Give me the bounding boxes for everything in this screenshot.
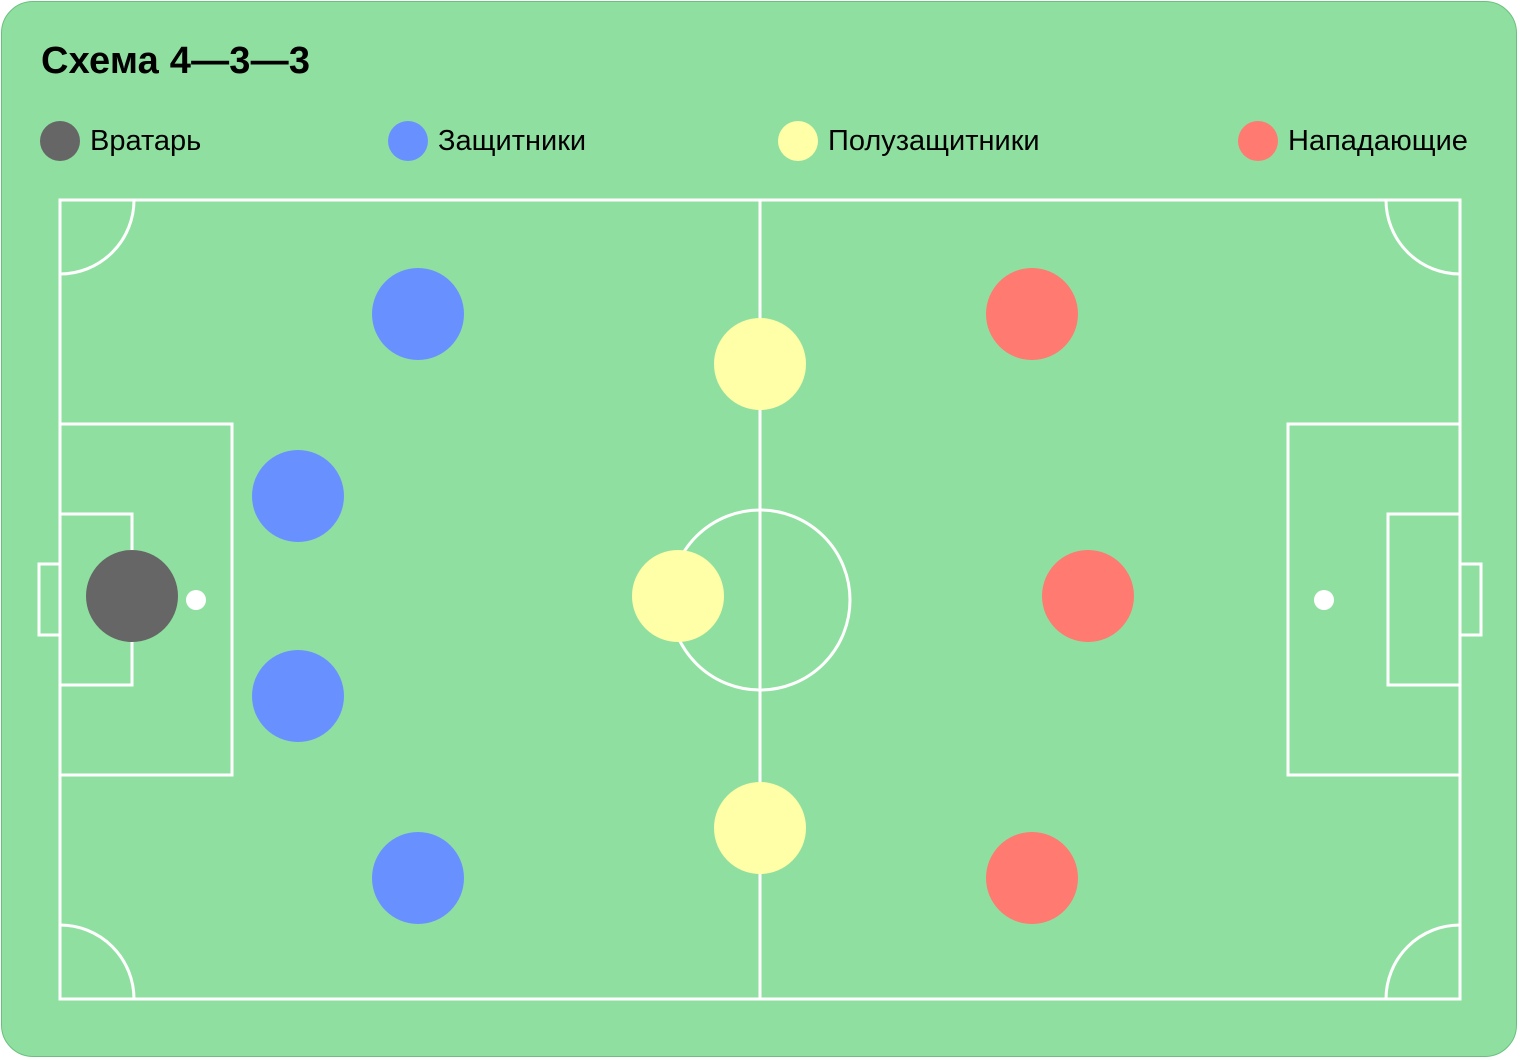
- forward-marker: [986, 832, 1078, 924]
- corner-arc-bottom-right: [1384, 923, 1461, 1000]
- defender-marker: [252, 450, 344, 542]
- corner-arc-top-left: [59, 199, 136, 276]
- diagram-title: Схема 4—3—3: [41, 40, 311, 82]
- legend-label-forwards: Нападающие: [1288, 124, 1468, 157]
- right-goal-area: [1386, 512, 1462, 687]
- defender-marker: [372, 268, 464, 360]
- corner-arc-bottom-left: [59, 923, 136, 1000]
- forward-legend-marker: [1238, 121, 1278, 161]
- legend-goalkeeper: Вратарь: [40, 120, 201, 162]
- right-penalty-spot: [1314, 590, 1334, 610]
- legend-label-midfielders: Полузащитники: [828, 124, 1040, 157]
- defender-legend-marker: [388, 121, 428, 161]
- midfielder-marker: [632, 550, 724, 642]
- midfielder-marker: [714, 782, 806, 874]
- legend-midfielders: Полузащитники: [778, 120, 1040, 162]
- corner-arc-top-right: [1384, 199, 1461, 276]
- defender-marker: [252, 650, 344, 742]
- left-penalty-spot: [186, 590, 206, 610]
- legend-label-goalkeeper: Вратарь: [90, 124, 202, 157]
- defender-marker: [372, 832, 464, 924]
- right-penalty-area: [1286, 422, 1462, 777]
- midfielder-legend-marker: [778, 121, 818, 161]
- players: [86, 268, 1134, 924]
- legend-defenders: Защитники: [388, 120, 586, 162]
- goalkeeper-legend-marker: [40, 121, 80, 161]
- right-goal: [1458, 562, 1483, 637]
- forward-marker: [986, 268, 1078, 360]
- legend-forwards: Нападающие: [1238, 120, 1468, 162]
- forward-marker: [1042, 550, 1134, 642]
- goalkeeper-marker: [86, 550, 178, 642]
- left-goal: [37, 562, 62, 637]
- legend-label-defenders: Защитники: [438, 124, 587, 157]
- midfielder-marker: [714, 318, 806, 410]
